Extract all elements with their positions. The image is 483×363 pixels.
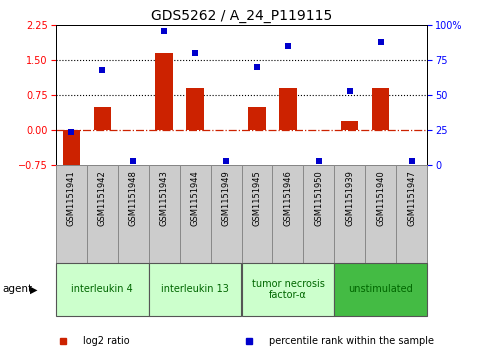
Text: agent: agent — [2, 285, 32, 294]
Point — [222, 158, 230, 164]
Text: tumor necrosis
factor-α: tumor necrosis factor-α — [252, 279, 325, 300]
Bar — [94, 107, 111, 130]
Text: interleukin 4: interleukin 4 — [71, 285, 133, 294]
Bar — [372, 88, 389, 130]
Bar — [56, 165, 86, 263]
Text: percentile rank within the sample: percentile rank within the sample — [270, 336, 434, 346]
Bar — [334, 263, 427, 316]
Bar — [280, 88, 297, 130]
Bar — [149, 263, 242, 316]
Text: GSM1151950: GSM1151950 — [314, 170, 324, 226]
Point — [284, 44, 292, 49]
Text: interleukin 13: interleukin 13 — [161, 285, 229, 294]
Bar — [303, 165, 334, 263]
Bar — [86, 165, 117, 263]
Bar — [334, 165, 366, 263]
Bar — [242, 165, 272, 263]
Point — [129, 158, 137, 164]
Point — [191, 50, 199, 56]
Text: GSM1151948: GSM1151948 — [128, 170, 138, 226]
Text: GDS5262 / A_24_P119115: GDS5262 / A_24_P119115 — [151, 9, 332, 23]
Bar — [366, 165, 397, 263]
Point — [67, 129, 75, 135]
Point — [160, 28, 168, 34]
Point — [408, 158, 416, 164]
Text: GSM1151942: GSM1151942 — [98, 170, 107, 226]
Text: GSM1151946: GSM1151946 — [284, 170, 293, 226]
Text: GSM1151947: GSM1151947 — [408, 170, 416, 226]
Bar — [242, 263, 334, 316]
Bar — [341, 121, 358, 130]
Text: unstimulated: unstimulated — [349, 285, 413, 294]
Text: log2 ratio: log2 ratio — [84, 336, 130, 346]
Text: GSM1151944: GSM1151944 — [190, 170, 199, 226]
Text: GSM1151949: GSM1151949 — [222, 170, 230, 226]
Point — [253, 65, 261, 70]
Bar — [62, 130, 80, 170]
Text: GSM1151941: GSM1151941 — [67, 170, 75, 226]
Bar — [248, 107, 266, 130]
Text: ▶: ▶ — [30, 285, 38, 294]
Bar — [211, 165, 242, 263]
Bar — [397, 165, 427, 263]
Text: GSM1151945: GSM1151945 — [253, 170, 261, 226]
Point — [315, 158, 323, 164]
Bar — [156, 53, 172, 130]
Text: GSM1151943: GSM1151943 — [159, 170, 169, 226]
Text: GSM1151939: GSM1151939 — [345, 170, 355, 226]
Point — [346, 88, 354, 94]
Point — [98, 67, 106, 73]
Bar — [180, 165, 211, 263]
Bar — [272, 165, 303, 263]
Bar — [186, 88, 203, 130]
Bar — [149, 165, 180, 263]
Bar — [56, 263, 149, 316]
Bar — [117, 165, 149, 263]
Text: GSM1151940: GSM1151940 — [376, 170, 385, 226]
Point — [377, 39, 385, 45]
